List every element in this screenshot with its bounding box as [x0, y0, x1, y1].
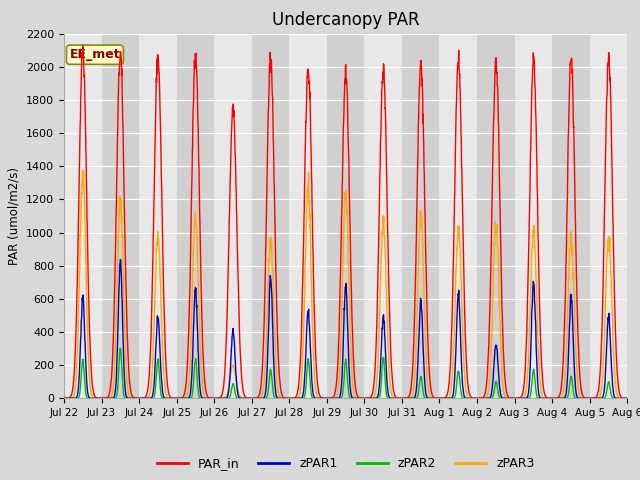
Line: zPAR3: zPAR3	[64, 170, 627, 398]
Bar	[139, 34, 177, 398]
Bar	[477, 34, 515, 398]
PAR_in	[60, 396, 68, 401]
Bar	[177, 34, 214, 398]
Bar	[364, 34, 402, 398]
Title: Undercanopy PAR: Undercanopy PAR	[272, 11, 419, 29]
Bar	[552, 34, 589, 398]
zPAR3	[509, 396, 517, 401]
Bar	[402, 34, 440, 398]
zPAR3	[79, 167, 86, 173]
zPAR1	[574, 395, 582, 401]
zPAR2	[623, 396, 631, 401]
zPAR3	[362, 396, 370, 401]
zPAR3	[218, 396, 225, 401]
Bar	[252, 34, 289, 398]
zPAR2	[509, 396, 517, 401]
Line: PAR_in: PAR_in	[64, 46, 627, 398]
PAR_in	[574, 321, 582, 326]
Y-axis label: PAR (umol/m2/s): PAR (umol/m2/s)	[8, 167, 20, 265]
zPAR1	[116, 257, 124, 263]
zPAR1	[374, 391, 382, 396]
zPAR3	[574, 380, 582, 386]
zPAR2	[374, 396, 382, 401]
PAR_in	[509, 396, 517, 401]
Bar	[102, 34, 139, 398]
zPAR2	[574, 396, 582, 401]
zPAR2	[362, 396, 370, 401]
PAR_in	[589, 396, 597, 401]
zPAR1	[623, 396, 631, 401]
zPAR1	[589, 396, 597, 401]
Bar	[515, 34, 552, 398]
Bar	[64, 34, 102, 398]
zPAR3	[623, 396, 631, 401]
zPAR2	[116, 345, 124, 351]
Bar	[327, 34, 364, 398]
PAR_in	[623, 396, 631, 401]
zPAR3	[374, 350, 382, 356]
Bar	[289, 34, 327, 398]
zPAR1	[509, 396, 517, 401]
PAR_in	[79, 43, 87, 49]
Bar	[440, 34, 477, 398]
zPAR2	[589, 396, 597, 401]
zPAR1	[218, 396, 225, 401]
zPAR2	[218, 396, 225, 401]
Legend: PAR_in, zPAR1, zPAR2, zPAR3: PAR_in, zPAR1, zPAR2, zPAR3	[152, 452, 540, 475]
zPAR1	[362, 396, 370, 401]
zPAR2	[60, 396, 68, 401]
Text: EE_met: EE_met	[70, 48, 120, 61]
PAR_in	[362, 396, 370, 401]
zPAR3	[589, 396, 597, 401]
PAR_in	[374, 256, 382, 262]
PAR_in	[218, 393, 225, 399]
Line: zPAR1: zPAR1	[64, 260, 627, 398]
Bar	[589, 34, 627, 398]
Line: zPAR2: zPAR2	[64, 348, 627, 398]
zPAR1	[60, 396, 68, 401]
Bar	[214, 34, 252, 398]
zPAR3	[60, 396, 68, 401]
